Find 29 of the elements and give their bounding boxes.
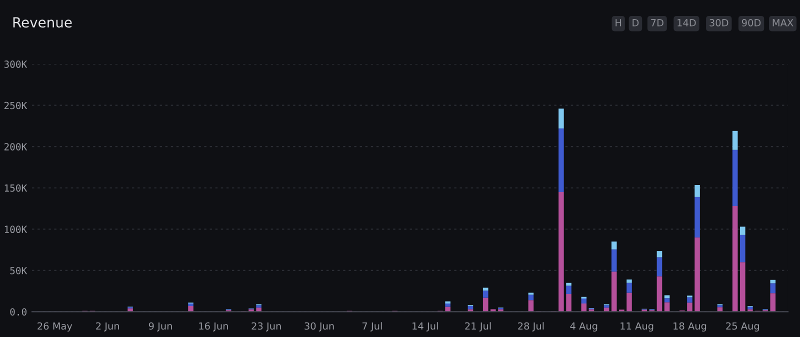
x-tick-label: 16 Jun [199,322,228,332]
y-tick-label: 150K [4,184,28,192]
x-tick-label: 18 Aug [674,322,706,332]
text: D [632,19,639,26]
y-tick-label: 50K [10,266,28,274]
y-tick-label: 300K [4,60,28,68]
y-tick-label: 0.0 [10,308,27,316]
text: 30D [710,19,728,26]
x-tick-label: 11 Aug [620,322,654,332]
x-tick-label: 28 Jul [518,322,544,332]
text: 14D [678,19,696,26]
y-tick-label: 100K [4,226,28,234]
text: H [616,19,622,26]
x-tick-label: 4 Aug [570,322,598,332]
y-tick-label: 200K [4,143,28,150]
x-tick-label: 9 Jun [148,322,172,332]
x-tick-label: 23 Jun [252,322,281,332]
chart-title: Revenue [13,17,72,28]
x-tick-label: 21 Jul [465,322,491,332]
x-tick-label: 7 Jul [362,322,382,332]
x-tick-label: 14 Jul [412,322,438,332]
text: MAX [772,19,794,26]
text: 90D [742,19,761,26]
x-tick-label: 30 Jun [304,322,334,332]
text: 7D [651,19,664,26]
x-tick-label: 26 May [38,322,72,332]
x-tick-label: 25 Aug [726,322,759,332]
x-tick-label: 2 Jun [96,322,120,332]
y-tick-label: 250K [4,102,28,110]
